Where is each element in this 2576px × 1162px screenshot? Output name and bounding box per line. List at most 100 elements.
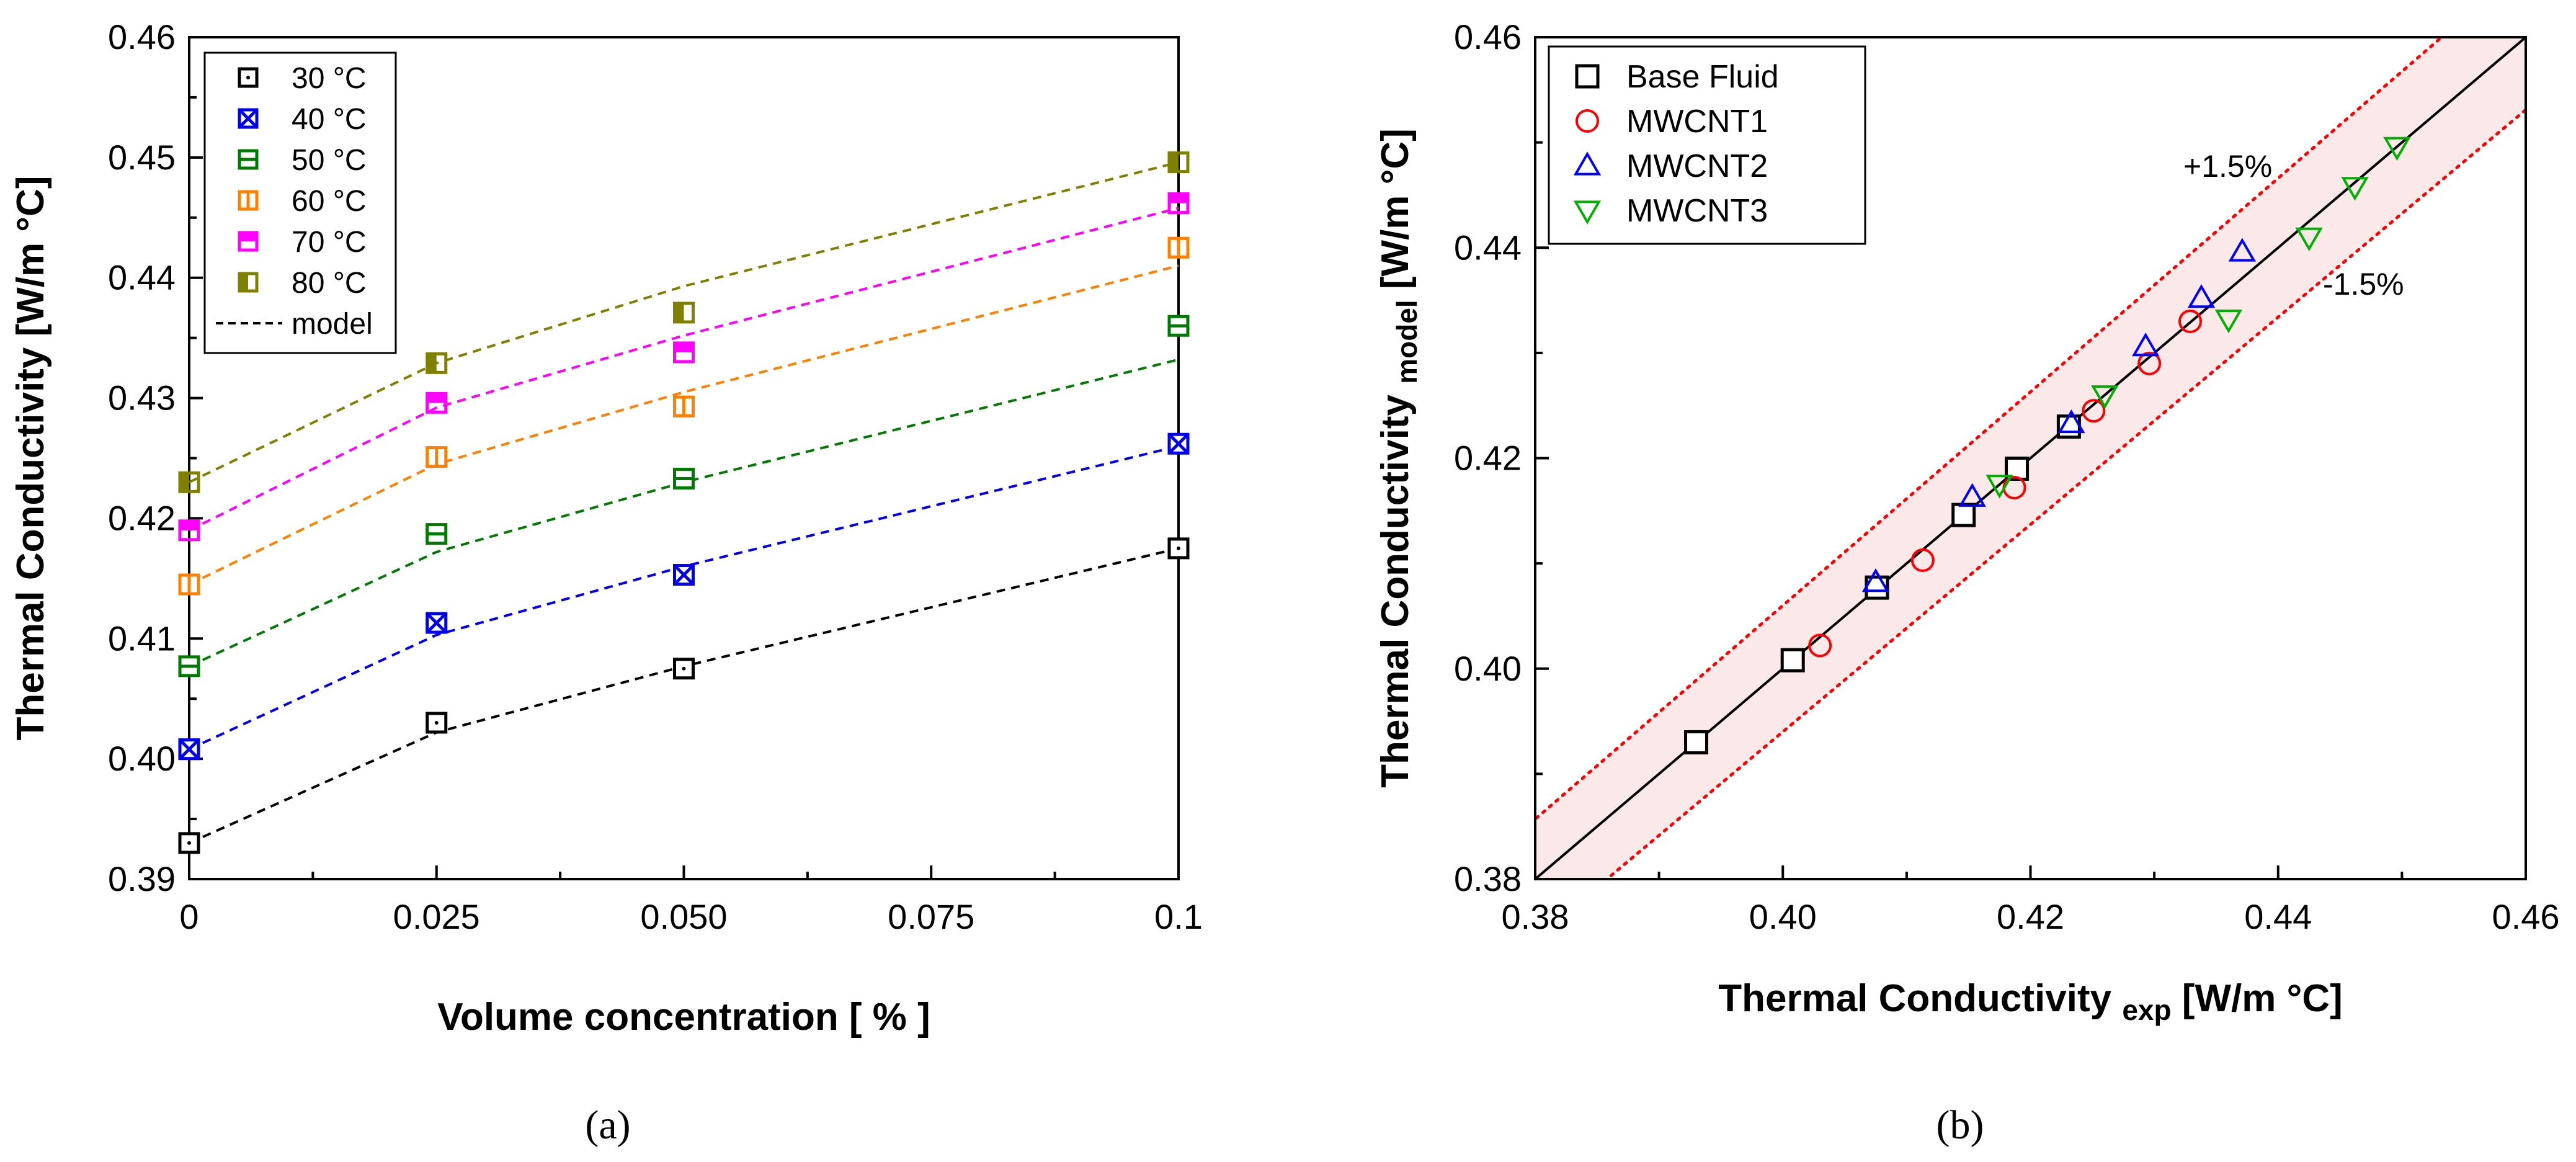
scatter-point-2-shape: [1910, 548, 1935, 573]
scatter-point-3: [2131, 333, 2160, 357]
legend-label-a: 80 °C: [292, 267, 367, 300]
data-point-5: [1167, 192, 1190, 215]
y-tick-label-a: 0.45: [108, 138, 176, 177]
y-tick-label-a: 0.44: [108, 258, 176, 297]
scatter-point-3: [2187, 284, 2216, 308]
y-axis-title-a: Thermal Conductivity [W/m °C]: [9, 176, 52, 740]
legend-marker-a-fill: [239, 274, 248, 291]
legend-marker-a-dot: [246, 76, 250, 79]
model-line-4: [189, 264, 1179, 586]
data-point-1-dot: [434, 720, 439, 725]
legend-box-b: [1548, 45, 1866, 245]
scatter-point-2: [1808, 633, 1832, 658]
scatter-point-2-shape: [2137, 351, 2162, 375]
scatter-point-2: [2137, 351, 2162, 375]
data-point-3: [426, 523, 448, 545]
legend-marker-a-fill: [239, 233, 257, 241]
legend-label-a: 60 °C: [292, 185, 367, 218]
annotation-lower: -1.5%: [2323, 267, 2404, 302]
legend-marker-b: [1575, 64, 1600, 89]
model-line-3: [189, 358, 1179, 668]
data-point-6-fill: [180, 473, 189, 492]
y-tick-label-a: 0.43: [108, 378, 176, 418]
panel-label-b: (b): [1936, 1102, 1984, 1148]
data-point-4: [426, 446, 448, 468]
scatter-point-1: [1951, 503, 1976, 527]
legend-marker-a: [238, 67, 259, 88]
legend-marker-a: [238, 272, 259, 293]
data-point-5-box: [673, 341, 695, 364]
y-tick-label-a: 0.41: [108, 619, 176, 658]
legend-label-b: Base Fluid: [1626, 59, 1779, 95]
legend-label-a: 50 °C: [292, 144, 367, 177]
data-point-2-x2: [1168, 433, 1189, 455]
data-point-6-fill: [1169, 153, 1179, 172]
legend-label-a: 30 °C: [292, 62, 367, 95]
data-point-2: [178, 738, 200, 761]
scatter-point-2-shape: [1808, 633, 1832, 658]
data-point-5-fill: [1169, 194, 1188, 203]
data-point-5-fill: [674, 342, 693, 352]
data-point-5-fill: [180, 521, 198, 530]
scatter-point-2: [2082, 399, 2106, 423]
legend-marker-b: [1575, 109, 1599, 133]
x-tick-label-b: 0.38: [1502, 897, 1569, 936]
data-point-1-box: [1167, 537, 1190, 560]
upper-bound-line: [1535, 37, 2445, 821]
scatter-point-3: [2228, 238, 2257, 262]
model-line-5: [189, 207, 1179, 532]
scatter-point-4-shape: [2091, 385, 2119, 409]
scatter-point-4: [2091, 385, 2119, 409]
scatter-point-4: [2383, 136, 2411, 161]
x-axis-title-a: Volume concentration [ % ]: [437, 996, 930, 1039]
scatter-point-2-shape: [2082, 399, 2106, 423]
y-axis-title-unit: [W/m °C]: [1374, 128, 1417, 300]
scatter-point-4: [1985, 475, 2013, 499]
legend-label-a: 70 °C: [292, 226, 367, 259]
y-axis-title-sub: model: [1391, 300, 1423, 383]
legend-marker-a: [238, 149, 259, 170]
data-point-1: [673, 658, 695, 680]
scatter-point-3-shape: [1861, 568, 1890, 592]
legend-label-b: MWCNT3: [1626, 193, 1768, 229]
scatter-point-1-box: [1684, 730, 1709, 754]
data-point-4: [178, 573, 200, 596]
scatter-point-1-box: [1780, 648, 1805, 673]
data-point-1: [178, 832, 200, 854]
data-point-5-box: [426, 391, 448, 414]
data-point-3: [1167, 315, 1190, 337]
chart-a: 0.39 0.40 0.41 0.42 0.43 0.44 0.45 0.46 0 0.025 0.…: [9, 17, 1203, 1039]
scatter-point-3: [2057, 409, 2085, 434]
scatter-point-3: [1958, 483, 1986, 507]
legend-marker-a-box: [238, 272, 259, 293]
scatter-point-3-shape: [1958, 483, 1986, 507]
data-point-6: [426, 352, 448, 374]
scatter-point-4: [2214, 309, 2243, 334]
data-point-1-dot: [682, 666, 686, 671]
y-tick-label-a: 0.46: [108, 17, 176, 56]
legend-marker-a-box: [238, 231, 259, 252]
data-point-2: [673, 564, 695, 586]
data-point-5-box: [178, 519, 200, 542]
identity-line: [1535, 37, 2526, 879]
data-point-3: [673, 467, 695, 489]
scatter-point-1-box: [1951, 503, 1976, 527]
legend-marker-b-shape: [1573, 151, 1602, 176]
legend-marker-b: [1573, 200, 1602, 225]
y-tick-label-a: 0.40: [108, 739, 176, 778]
data-point-2-x2: [426, 612, 447, 633]
scatter-point-1: [1684, 730, 1709, 754]
data-point-5: [426, 391, 448, 414]
legend-marker-b-shape: [1575, 109, 1599, 133]
x-tick-label-b: 0.44: [2244, 897, 2312, 936]
scatter-point-2-shape: [2178, 309, 2203, 333]
scatter-point-3-shape: [2057, 409, 2085, 434]
x-axis-title-main: Thermal Conductivity: [1718, 977, 2122, 1020]
legend-label-b: MWCNT1: [1626, 104, 1768, 140]
model-line-2: [189, 445, 1179, 751]
scatter-point-2: [1910, 548, 1935, 573]
data-point-1: [426, 712, 448, 734]
data-point-3: [178, 655, 200, 677]
x-tick-label-a: 0.050: [640, 897, 727, 936]
